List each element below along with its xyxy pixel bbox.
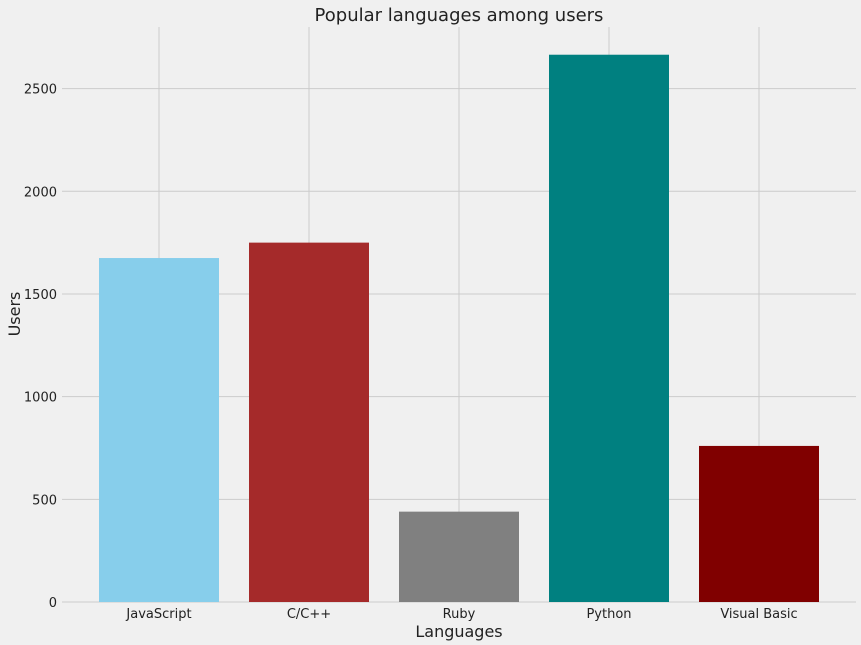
y-tick-label: 1500 <box>24 288 57 303</box>
x-tick-label: JavaScript <box>125 607 191 622</box>
chart-title: Popular languages among users <box>315 5 604 26</box>
bars <box>99 54 819 603</box>
x-tick-labels: JavaScript C/C++ Ruby Python Visual Basic <box>125 607 797 622</box>
x-tick-label: Python <box>586 607 631 622</box>
bar-javascript <box>99 258 219 602</box>
y-tick-label: 500 <box>32 493 57 508</box>
bar-c-c- <box>249 242 369 602</box>
y-tick-label: 2000 <box>24 185 57 200</box>
y-tick-label: 2500 <box>24 83 57 98</box>
x-tick-label: Ruby <box>443 607 476 622</box>
x-tick-label: Visual Basic <box>720 607 797 622</box>
y-tick-label: 0 <box>49 596 57 611</box>
x-tick-label: C/C++ <box>287 607 331 622</box>
y-axis-label: Users <box>5 292 24 337</box>
y-tick-label: 1000 <box>24 391 57 406</box>
x-axis-label: Languages <box>415 622 502 641</box>
bar-ruby <box>399 511 519 602</box>
bar-visual-basic <box>699 445 819 602</box>
bar-python <box>549 54 669 603</box>
y-tick-labels: 0 500 1000 1500 2000 2500 <box>24 83 57 611</box>
